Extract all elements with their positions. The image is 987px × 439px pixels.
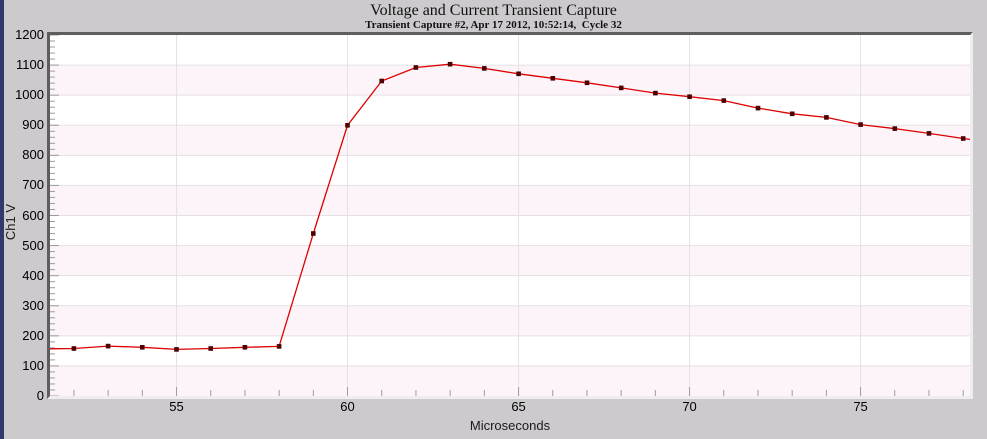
data-point-marker	[892, 126, 898, 131]
data-point-marker	[482, 66, 487, 71]
data-point-marker	[653, 90, 658, 96]
data-point-marker	[105, 343, 111, 349]
data-point-marker	[379, 78, 384, 84]
data-point-marker	[311, 231, 316, 236]
x-axis-title: Microseconds	[469, 418, 551, 433]
y-tick-label: 200	[22, 327, 44, 343]
data-point-markers	[71, 61, 966, 352]
y-axis-title: Ch1 V	[3, 203, 18, 241]
x-tick-label: 70	[682, 399, 697, 414]
data-point-marker	[824, 115, 829, 120]
data-point-marker	[960, 136, 966, 141]
plot-canvas[interactable]	[50, 35, 970, 396]
chart-subtitle: Transient Capture #2, Apr 17 2012, 10:52…	[365, 19, 622, 31]
y-tick-label: 600	[22, 207, 44, 223]
y-tick-label: 1000	[15, 87, 44, 103]
data-point-marker	[721, 98, 727, 103]
data-point-marker	[208, 346, 213, 351]
x-tick-label: 60	[340, 399, 355, 414]
y-tick-label: 400	[22, 267, 44, 283]
y-tick-label: 100	[22, 357, 44, 373]
data-point-marker	[755, 105, 761, 111]
y-tick-label: 500	[22, 237, 44, 253]
data-point-marker	[789, 111, 795, 117]
x-tick-label: 65	[511, 399, 526, 414]
data-point-marker	[276, 344, 282, 349]
data-point-marker	[687, 94, 692, 99]
data-point-marker	[174, 347, 179, 352]
data-point-marker	[71, 346, 77, 351]
data-point-marker	[242, 345, 248, 350]
y-tick-label: 300	[22, 297, 44, 313]
data-point-marker	[926, 131, 932, 136]
data-point-marker	[618, 85, 624, 91]
data-point-marker	[584, 80, 590, 86]
data-point-marker	[345, 123, 350, 128]
data-point-marker	[447, 61, 453, 67]
data-point-marker	[413, 65, 419, 70]
y-tick-label: 1100	[16, 57, 44, 73]
y-tick-label: 1200	[15, 27, 44, 42]
x-tick-label: 75	[853, 399, 868, 414]
y-tick-label: 0	[36, 388, 44, 403]
x-tick-label: 55	[169, 399, 184, 414]
data-point-marker	[550, 76, 556, 81]
data-point-marker	[516, 71, 521, 77]
band-stripes	[50, 35, 970, 396]
y-tick-label: 900	[22, 117, 44, 133]
window-left-border	[0, 0, 4, 439]
chart-title: Voltage and Current Transient Capture	[370, 2, 617, 19]
data-point-marker	[140, 345, 145, 350]
y-tick-label: 700	[22, 177, 44, 193]
y-tick-label: 800	[22, 147, 44, 163]
data-point-marker	[858, 122, 863, 127]
axis-ticks	[50, 35, 964, 396]
chart-frame	[47, 32, 973, 399]
